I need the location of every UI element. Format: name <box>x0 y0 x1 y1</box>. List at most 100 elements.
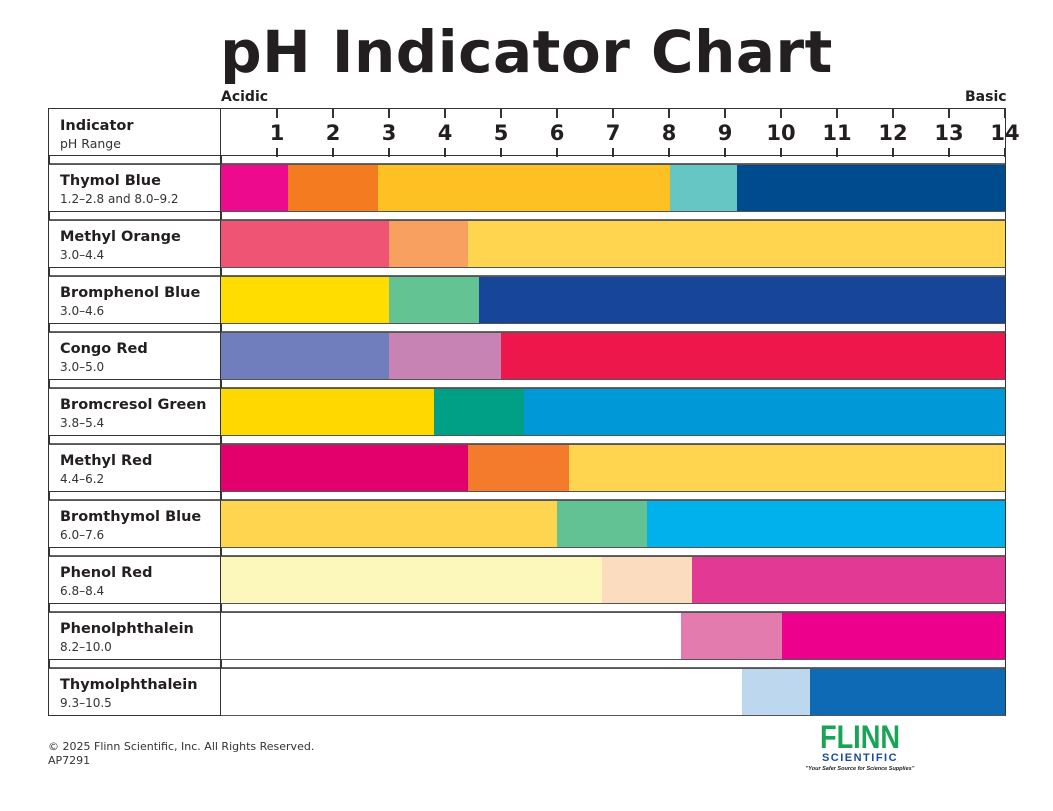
row-spacer <box>48 604 1006 612</box>
axis-tick: 3 <box>361 109 417 157</box>
divider <box>220 492 222 500</box>
indicator-label-cell: Phenol Red 6.8–8.4 <box>48 556 221 604</box>
divider <box>48 156 50 164</box>
color-bar <box>221 276 1006 324</box>
ph-scale-axis: 1 2 3 4 5 6 7 8 9 10 11 12 13 14 <box>221 108 1020 157</box>
indicator-row: Bromthymol Blue 6.0–7.6 <box>48 500 1006 548</box>
color-segment <box>221 277 390 323</box>
divider <box>220 436 222 444</box>
divider <box>220 324 222 332</box>
indicator-name: Bromcresol Green <box>60 397 207 413</box>
tick-label: 13 <box>934 121 964 145</box>
tick-mark <box>724 148 726 157</box>
color-segment <box>691 557 1005 603</box>
indicator-name: Phenolphthalein <box>60 621 194 637</box>
indicator-row: Methyl Orange 3.0–4.4 <box>48 220 1006 268</box>
axis-tick: 6 <box>529 109 585 157</box>
indicator-label-cell: Phenolphthalein 8.2–10.0 <box>48 612 221 660</box>
tick-label: 10 <box>766 121 796 145</box>
copyright-text: © 2025 Flinn Scientific, Inc. All Rights… <box>48 740 315 753</box>
divider <box>220 548 222 556</box>
axis-tick: 11 <box>809 109 865 157</box>
indicator-ph-range: 3.0–4.4 <box>60 248 105 262</box>
color-segment <box>377 165 670 211</box>
color-segment <box>221 557 603 603</box>
page-title: pH Indicator Chart <box>220 18 833 86</box>
row-spacer <box>48 436 1006 444</box>
axis-tick: 8 <box>641 109 697 157</box>
tick-mark <box>780 148 782 157</box>
divider <box>220 380 222 388</box>
tick-mark <box>332 148 334 157</box>
indicator-row: Bromcresol Green 3.8–5.4 <box>48 388 1006 436</box>
tick-mark <box>836 109 838 118</box>
tick-label: 3 <box>381 121 397 145</box>
axis-tick: 9 <box>697 109 753 157</box>
color-bar <box>221 388 1006 436</box>
tick-mark <box>388 109 390 118</box>
indicator-label-cell: Bromphenol Blue 3.0–4.6 <box>48 276 221 324</box>
indicator-label-cell: Thymol Blue 1.2–2.8 and 8.0–9.2 <box>48 164 221 212</box>
logo-wordmark: FLINN <box>819 719 901 755</box>
color-segment <box>557 501 648 547</box>
color-bar <box>221 556 1006 604</box>
indicator-name: Bromphenol Blue <box>60 285 201 301</box>
tick-mark <box>556 148 558 157</box>
indicator-name: Methyl Red <box>60 453 153 469</box>
color-segment <box>467 221 1005 267</box>
divider <box>1004 660 1006 668</box>
basic-label: Basic <box>965 89 1007 105</box>
divider <box>220 212 222 220</box>
color-segment <box>523 389 1005 435</box>
divider <box>1004 492 1006 500</box>
axis-tick: 13 <box>921 109 977 157</box>
color-bar <box>221 500 1006 548</box>
color-segment <box>467 445 569 491</box>
color-bar <box>221 164 1006 212</box>
indicator-label-cell: Methyl Red 4.4–6.2 <box>48 444 221 492</box>
tick-label: 6 <box>549 121 565 145</box>
tick-mark <box>724 109 726 118</box>
color-segment <box>389 333 502 379</box>
indicator-ph-range: 1.2–2.8 and 8.0–9.2 <box>60 192 179 206</box>
divider <box>1004 156 1006 164</box>
indicator-ph-range: 6.8–8.4 <box>60 584 105 598</box>
color-segment <box>742 669 810 715</box>
divider <box>48 380 50 388</box>
product-code: AP7291 <box>48 754 91 767</box>
tick-mark <box>500 109 502 118</box>
divider <box>1004 548 1006 556</box>
tick-mark <box>276 148 278 157</box>
color-bar <box>221 668 1006 716</box>
color-segment <box>221 221 390 267</box>
tick-label: 4 <box>437 121 453 145</box>
indicator-ph-range: 6.0–7.6 <box>60 528 105 542</box>
tick-mark <box>668 148 670 157</box>
color-segment <box>501 333 1005 379</box>
divider <box>220 268 222 276</box>
indicator-label-cell: Bromthymol Blue 6.0–7.6 <box>48 500 221 548</box>
tick-mark <box>444 148 446 157</box>
indicator-name: Thymol Blue <box>60 173 161 189</box>
header-indicator-cell: Indicator pH Range <box>48 108 221 156</box>
indicator-row: Bromphenol Blue 3.0–4.6 <box>48 276 1006 324</box>
tick-mark <box>780 109 782 118</box>
axis-tick: 1 <box>249 109 305 157</box>
indicator-name: Thymolphthalein <box>60 677 198 693</box>
tick-mark <box>948 148 950 157</box>
tick-mark <box>668 109 670 118</box>
divider <box>48 548 50 556</box>
tick-label: 7 <box>605 121 621 145</box>
row-spacer <box>48 380 1006 388</box>
divider <box>1004 212 1006 220</box>
color-segment <box>809 669 1005 715</box>
indicator-ph-range: 9.3–10.5 <box>60 696 112 710</box>
axis-tick: 7 <box>585 109 641 157</box>
divider <box>1004 268 1006 276</box>
color-segment <box>221 165 289 211</box>
color-segment <box>434 389 524 435</box>
tick-mark <box>892 109 894 118</box>
indicator-ph-range: 3.8–5.4 <box>60 416 105 430</box>
indicator-row: Thymol Blue 1.2–2.8 and 8.0–9.2 <box>48 164 1006 212</box>
divider <box>48 604 50 612</box>
